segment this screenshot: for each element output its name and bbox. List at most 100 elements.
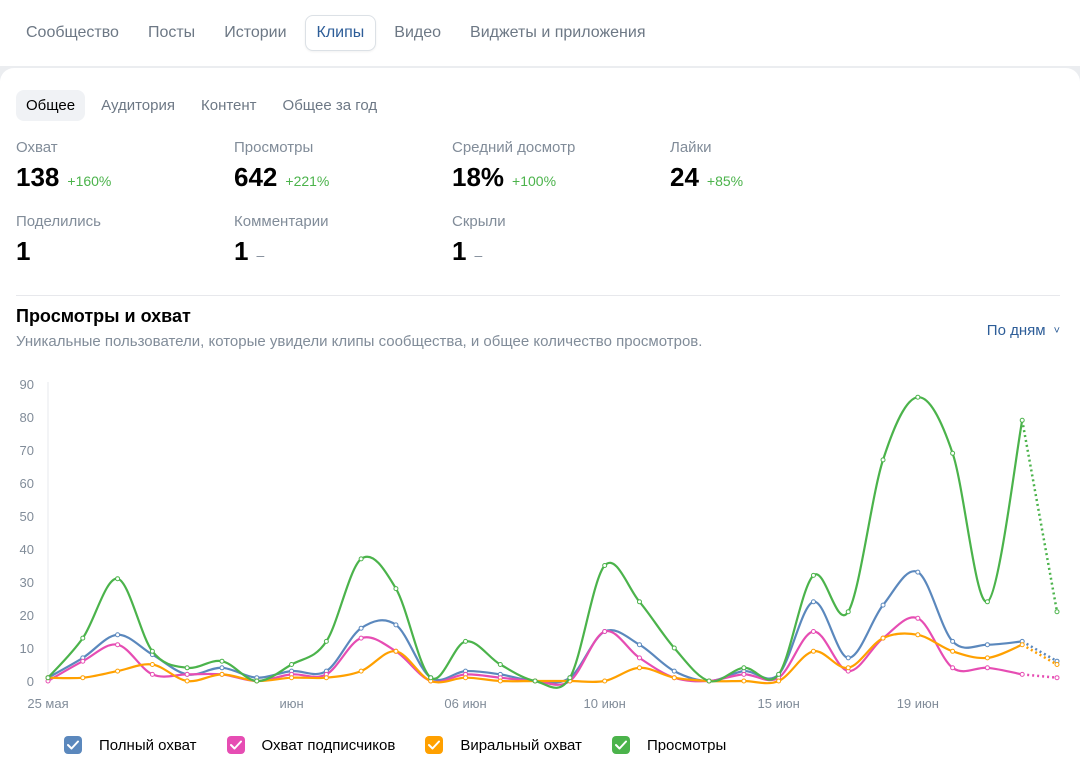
metric-hidden: Скрыли 1– [452,213,506,267]
checkbox-icon[interactable] [226,736,245,754]
checkbox-icon[interactable] [425,736,444,754]
y-tick-label: 50 [20,509,34,524]
data-point [45,675,51,681]
subtab-general[interactable]: Общее [16,90,86,121]
metric-label: Охват [16,139,58,156]
data-point [358,625,364,631]
data-point [463,638,469,644]
data-point [810,629,816,634]
data-point [671,645,677,651]
data-point [915,632,921,638]
tab-community[interactable]: Сообщество [26,24,119,41]
data-point [950,450,956,456]
data-point [602,678,608,684]
tab-posts[interactable]: Посты [147,24,196,41]
tab-widgets-apps[interactable]: Виджеты и приложения [470,24,646,41]
metric-label: Поделились [16,213,101,230]
metric-value: 1 [234,236,249,266]
data-point [915,394,921,400]
data-point [636,642,642,648]
metric-label: Скрыли [452,213,506,230]
metric-value: 18% [452,162,505,192]
data-point [984,599,990,605]
data-point [393,622,399,628]
data-point [984,642,990,648]
data-point [741,678,747,684]
data-point [776,678,782,684]
data-point [219,658,225,664]
data-point [358,668,364,674]
y-tick-label: 80 [20,410,34,425]
top-nav: Сообщество Посты Истории Клипы Видео Вид… [0,0,1080,66]
subtab-content[interactable]: Контент [200,97,257,114]
data-point [115,642,121,648]
data-point [219,671,225,677]
series-line [47,632,1023,685]
metric-comments: Комментарии 1– [234,213,328,267]
legend-item-views[interactable]: Просмотры [611,736,726,754]
data-point [1054,675,1060,681]
data-point [950,638,956,644]
data-point [219,665,225,671]
data-point [810,572,816,578]
legend-item-viral-reach[interactable]: Виральный охват [425,736,582,754]
metric-value: 24 [670,162,699,192]
data-point [289,662,295,667]
data-point [1054,662,1060,667]
metric-change: +100% [512,173,557,189]
metric-value: 1 [452,236,467,266]
legend-label: Охват подписчиков [261,736,396,754]
y-tick-label: 70 [20,443,34,458]
chevron-down-icon: ˅ [1053,324,1060,337]
data-point [115,576,121,582]
subtab-yearly[interactable]: Общее за год [282,97,378,114]
y-tick-label: 10 [20,641,34,656]
chart-subtitle: Уникальные пользователи, которые увидели… [16,333,703,350]
series-forecast-segment [1022,673,1058,679]
data-point [706,678,712,684]
data-point [950,648,956,654]
subtab-audience[interactable]: Аудитория [101,97,175,114]
data-point [115,668,121,674]
data-point [845,665,851,671]
data-point [497,678,503,684]
data-point [184,671,190,677]
x-tick-label: 06 июн [444,696,486,711]
data-point [636,599,642,605]
data-point [636,655,642,661]
data-point [671,675,677,681]
tab-stories[interactable]: Истории [224,24,287,41]
checkbox-icon[interactable] [64,736,82,754]
x-tick-label: 25 мая [27,696,68,711]
data-point [393,586,399,592]
data-point [149,671,155,677]
divider [16,295,1060,296]
metric-avg-watch: Средний досмотр 18% +100% [452,139,575,193]
data-point [671,668,677,674]
data-point [810,648,816,654]
metric-value: 642 [234,162,278,192]
views-reach-chart: 0 10 20 30 40 50 60 70 80 90 25 мая июн 06 июн 10 июн… [20,377,1060,711]
data-point [880,602,886,608]
data-point [845,655,851,661]
tab-video[interactable]: Видео [394,24,442,41]
tab-clips[interactable]: Клипы [304,15,377,51]
period-dropdown[interactable]: По дням ˅ [987,322,1060,339]
data-point [880,635,886,641]
legend-item-subscriber-reach[interactable]: Охват подписчиков [226,736,396,754]
y-tick-label: 20 [20,608,34,623]
legend-item-full-reach[interactable]: Полный охват [64,736,197,754]
series-forecast-segment [1021,643,1058,666]
data-point [1019,671,1025,677]
data-point [567,675,573,681]
legend-label: Виральный охват [460,736,582,754]
metric-label: Просмотры [234,139,314,156]
data-point [184,665,190,671]
metric-change: +160% [67,173,112,189]
chart-title: Просмотры и охват [16,306,191,326]
sub-tabs: Общее Аудитория Контент Общее за год [16,90,393,121]
data-point [323,638,329,644]
data-point [1054,609,1060,615]
data-point [115,632,121,638]
checkbox-icon[interactable] [611,736,630,754]
